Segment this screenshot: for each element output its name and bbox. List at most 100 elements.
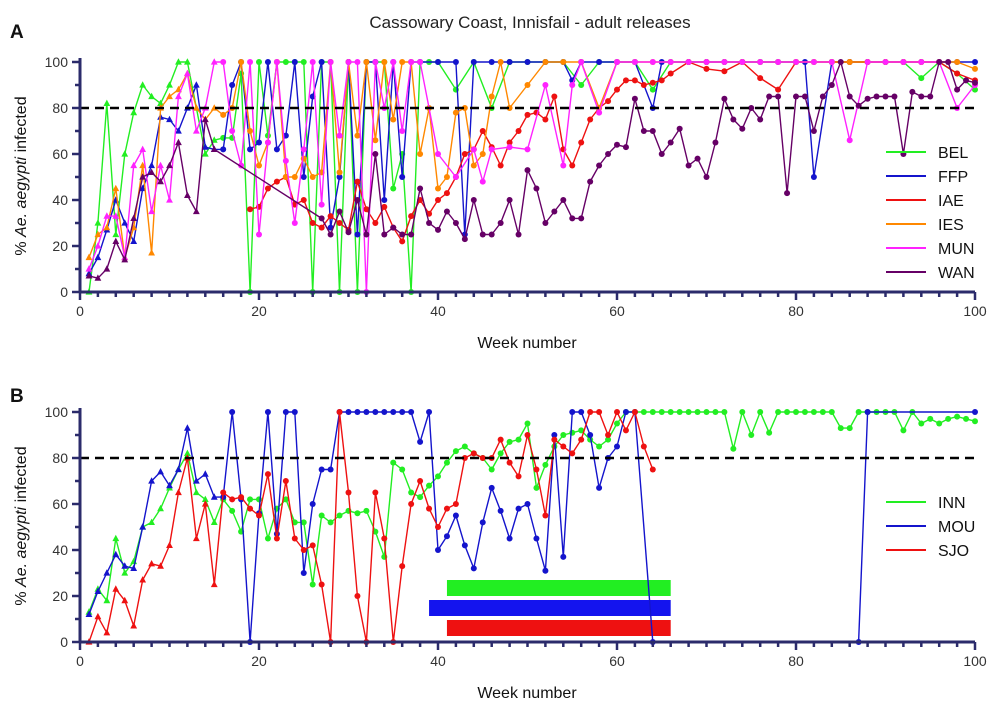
panel-b-point-sjo (282, 478, 289, 484)
panel-a-point-wan (130, 214, 138, 221)
panel-a-point-mun (372, 59, 379, 65)
panel-a-point-wan (157, 177, 164, 185)
panel-b-point-inn (354, 510, 361, 517)
panel-b-point-mou (551, 432, 558, 438)
panel-a-legend-label-bel: BEL (938, 145, 968, 162)
panel-b-point-sjo (461, 455, 468, 461)
panel-a-point-iae (587, 116, 594, 123)
panel-a-point-wan (515, 231, 522, 238)
panel-b-point-inn (900, 427, 907, 434)
panel-b-point-inn (291, 519, 298, 526)
panel-b-point-mou (345, 409, 352, 415)
panel-a-point-wan (417, 185, 424, 192)
panel-b-point-inn (578, 427, 585, 434)
panel-b-point-sjo (551, 436, 558, 443)
panel-a-series-line-bel (88, 61, 976, 293)
panel-a-point-mun (775, 59, 782, 65)
panel-b-point-inn (712, 409, 719, 415)
panel-a-y-tick-label: 60 (52, 146, 68, 162)
panel-a-point-mun (488, 146, 495, 153)
panel-a-legend-label-ffp: FFP (938, 169, 968, 186)
panel-b-point-inn (739, 409, 746, 415)
panel-b-point-inn (443, 459, 450, 466)
panel-b-x-tick-label: 60 (609, 653, 625, 669)
panel-b-point-mou (121, 562, 129, 569)
panel-b-point-inn (757, 409, 764, 415)
panel-a-point-mun (828, 59, 835, 65)
panel-b-point-inn (855, 409, 862, 415)
panel-a-point-ies (435, 185, 441, 192)
panel-a-point-ffp (264, 59, 271, 65)
panel-a-point-ffp (435, 59, 441, 65)
panel-b-point-inn (112, 534, 120, 542)
panel-a-point-iae (300, 197, 307, 203)
panel-a-point-ies (479, 151, 486, 157)
panel-b-point-sjo (291, 535, 298, 542)
panel-a-point-iae (649, 79, 656, 86)
panel-a-point-wan (139, 173, 147, 180)
panel-a-point-mun (793, 59, 799, 65)
panel-b-point-inn (148, 518, 155, 525)
panel-a-point-mun (130, 161, 138, 169)
panel-b-point-sjo (381, 535, 388, 542)
panel-a-point-ffp (596, 59, 603, 65)
panel-a-point-mun (399, 128, 406, 134)
panel-a-point-mun (229, 128, 236, 134)
panel-b-point-mou (506, 535, 513, 542)
panel-a-legend-label-ies: IES (938, 217, 964, 234)
panel-a-point-iae (721, 68, 728, 75)
panel-b-point-sjo (345, 489, 352, 496)
panel-a-point-mun (417, 59, 424, 65)
panel-b-point-mou (972, 409, 978, 415)
panel-b-point-sjo (192, 534, 200, 542)
panel-a-point-wan (336, 208, 343, 215)
panel-b-point-sjo (605, 432, 612, 438)
panel-a-point-wan (667, 139, 674, 146)
panel-a-point-wan (551, 208, 558, 215)
panel-b-point-mou (201, 470, 209, 477)
panel-a-point-iae (757, 75, 764, 82)
panel-b-point-mou (372, 409, 379, 415)
panel-a-point-wan (614, 141, 620, 148)
panel-b-point-inn (828, 409, 835, 415)
panel-a-point-ies (85, 253, 93, 261)
panel-a-point-ies (972, 65, 978, 72)
panel-b-point-inn (300, 519, 307, 526)
panel-b-point-inn (497, 450, 504, 457)
panel-b-point-sjo (587, 409, 594, 415)
panel-b-label: B (10, 386, 24, 407)
panel-b-point-mou (578, 409, 585, 415)
panel-a-point-wan (578, 215, 585, 222)
panel-a-y-tick-label: 0 (60, 284, 68, 300)
panel-a-y-tick-label: 20 (52, 238, 68, 254)
panel-b-point-mou (363, 409, 370, 415)
panel-a-point-bel (112, 230, 120, 238)
panel-b-point-mou (587, 432, 594, 438)
panel-b-point-mou (229, 409, 236, 415)
panel-a-point-wan (201, 115, 209, 123)
panel-a-point-ies (336, 169, 343, 176)
panel-b-point-inn (533, 484, 540, 491)
panel-a-point-ffp (336, 174, 343, 180)
panel-b-legend-label-inn: INN (938, 495, 966, 512)
panel-a-point-ies (238, 59, 245, 65)
panel-a-point-mun (614, 59, 620, 65)
panel-a-point-bel (184, 58, 191, 65)
panel-a-point-iae (408, 213, 415, 220)
panel-b-point-inn (461, 443, 468, 450)
panel-a-point-mun (148, 207, 155, 215)
panel-a-point-iae (605, 98, 612, 105)
panel-a-point-wan (712, 139, 719, 146)
panel-a-point-wan (703, 174, 710, 180)
panel-b-point-inn (676, 409, 683, 415)
panel-a-point-ffp (810, 174, 817, 180)
panel-a-point-wan (94, 274, 102, 281)
panel-a-point-mun (864, 59, 871, 65)
panel-a-point-wan (192, 207, 200, 215)
panel-a-point-iae (569, 162, 576, 169)
panel-b-point-mou (354, 409, 361, 415)
panel-b-point-sjo (524, 432, 531, 438)
panel-b-point-sjo (229, 496, 236, 503)
panel-a-point-ies (256, 162, 262, 169)
panel-a-point-wan (801, 93, 808, 100)
